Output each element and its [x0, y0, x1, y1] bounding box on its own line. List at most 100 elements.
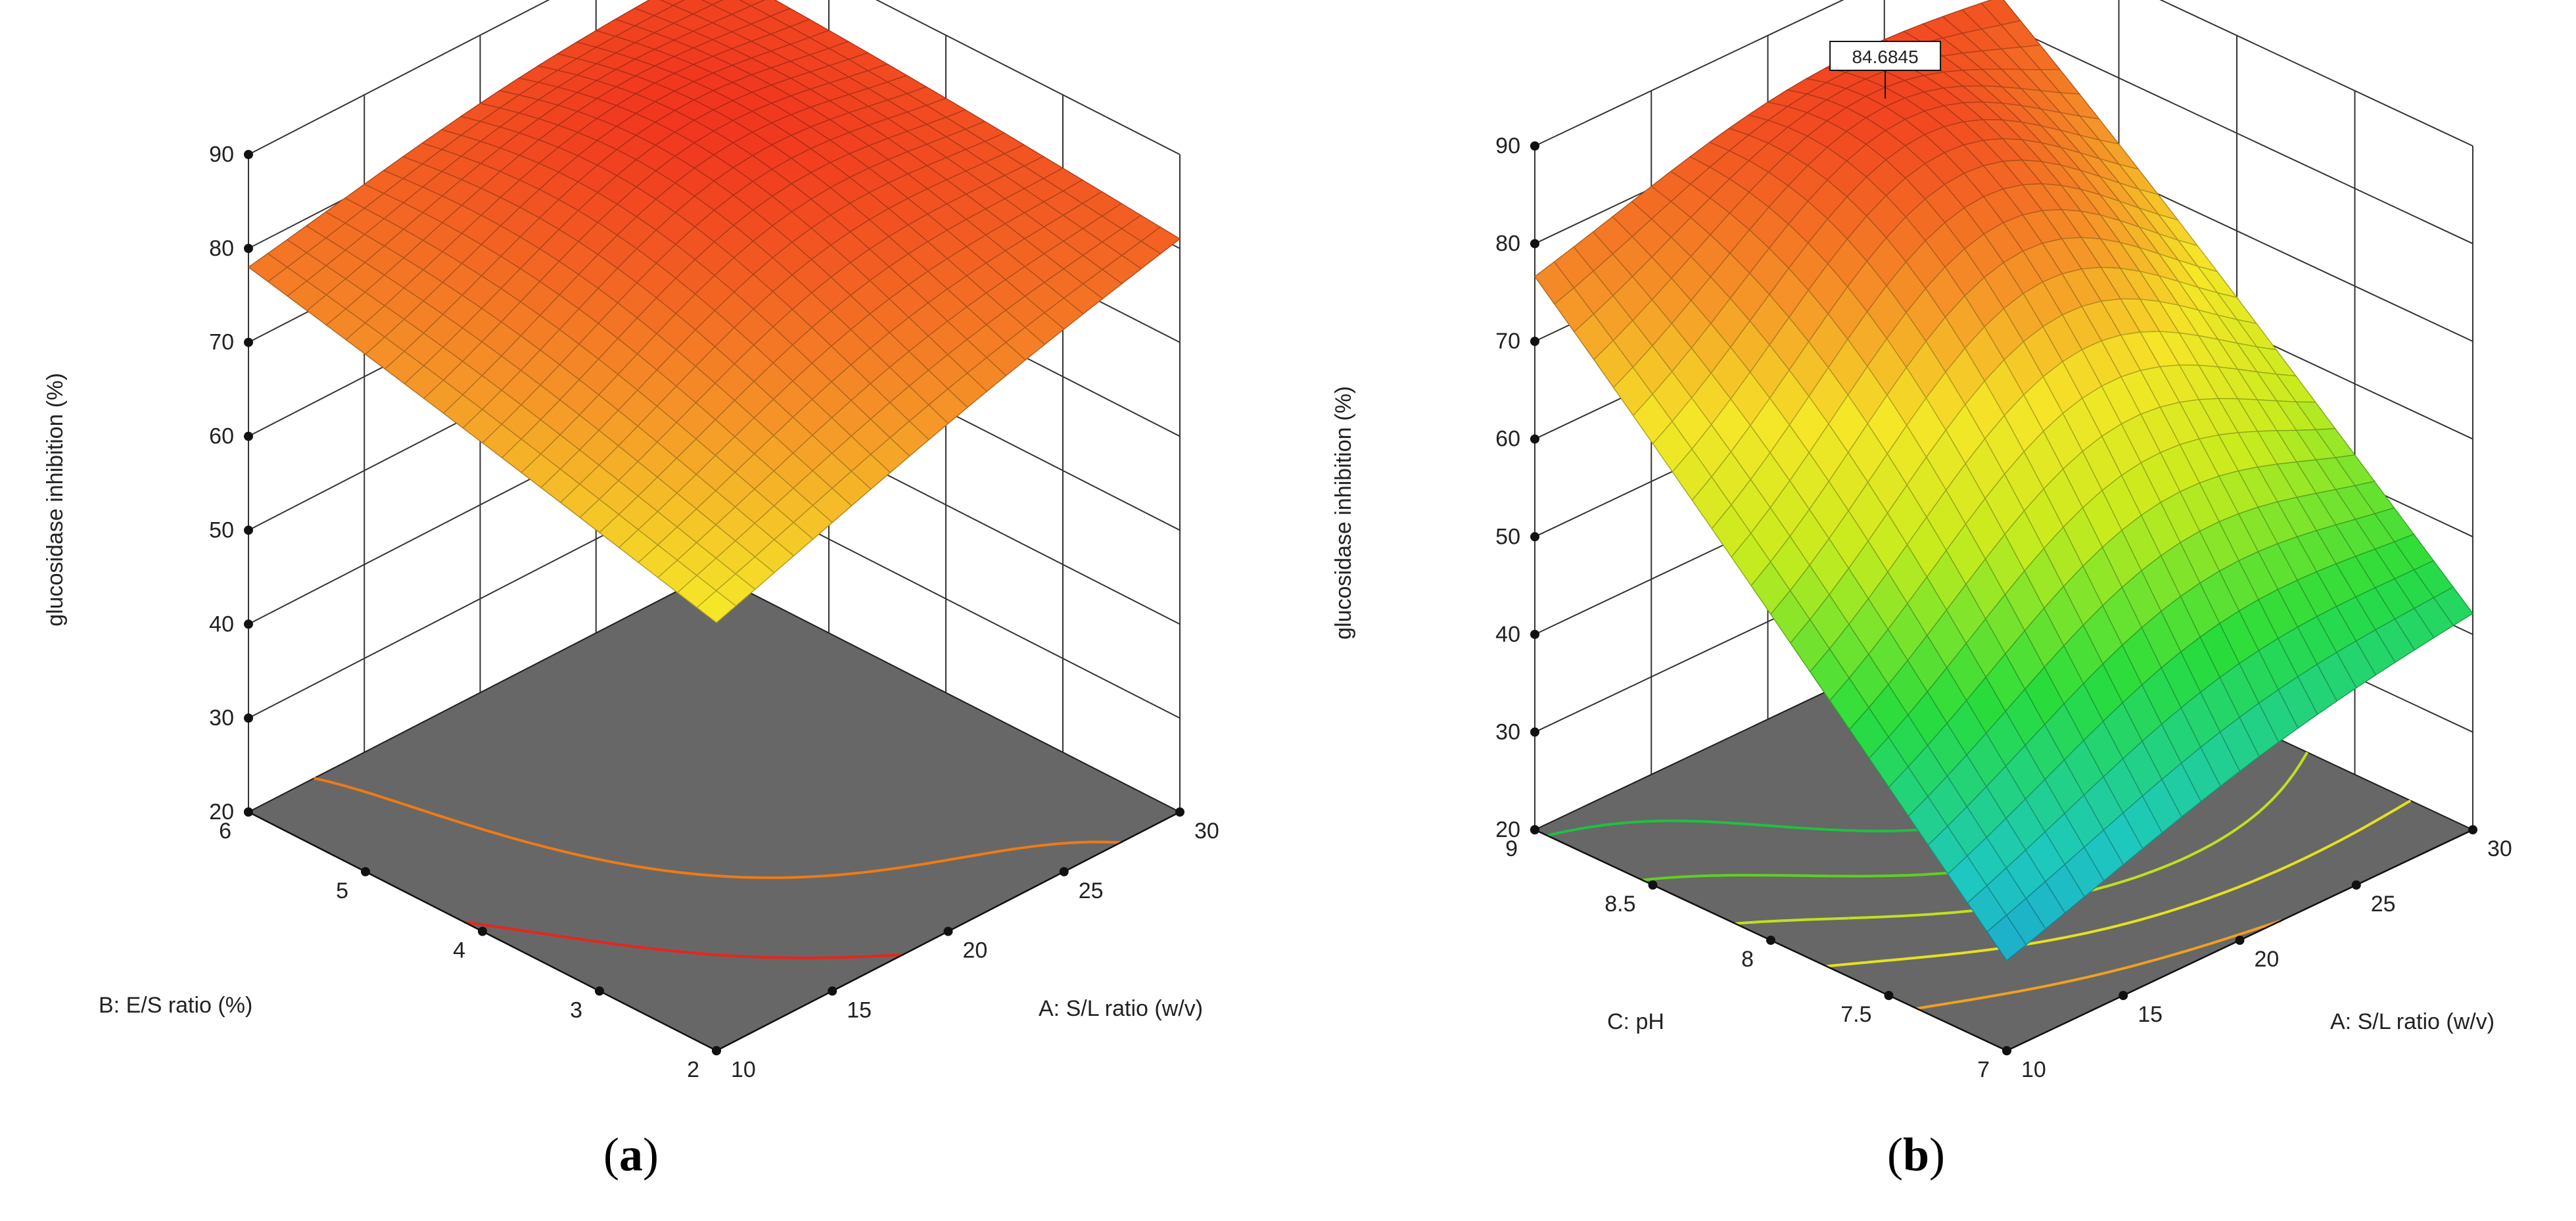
y-tick-label: 3 [570, 997, 582, 1022]
z-axis-label: glucosidase inhibition (%) [1331, 386, 1356, 640]
floor-plane [246, 572, 1182, 1052]
z-tick-label: 20 [209, 800, 234, 825]
y-tick-label: 7 [1977, 1057, 1990, 1082]
z-tick-mark [1530, 239, 1539, 249]
y-tick-label: 9 [1505, 836, 1518, 861]
x-tick-label: 20 [963, 938, 988, 963]
x-axis-label: A: S/L ratio (w/v) [2330, 1009, 2494, 1034]
x-tick-mark [2351, 880, 2361, 890]
y-tick-mark [595, 986, 604, 996]
x-tick-label: 10 [731, 1057, 756, 1082]
y-tick-label: 6 [219, 819, 231, 844]
z-tick-mark [1530, 141, 1539, 151]
panel-a-letter: (a) [603, 1128, 659, 1181]
z-tick-label: 90 [1495, 133, 1520, 158]
response-surface [1534, 0, 2474, 962]
x-axis-label: A: S/L ratio (w/v) [1039, 996, 1203, 1021]
y-tick-mark [712, 1046, 721, 1055]
z-tick-mark [1530, 532, 1539, 542]
z-tick-mark [1530, 629, 1539, 639]
y-tick-mark [361, 867, 370, 876]
z-tick-label: 40 [209, 611, 234, 636]
contour-line [1916, 919, 2282, 1010]
x-tick-mark [2119, 991, 2128, 1000]
z-tick-label: 30 [1495, 719, 1520, 744]
panel-a: 20 30 40 50 60 70 80 90 10 15 20 25 30 2 3 4 5 6 glucosida… [43, 0, 1219, 1082]
y-axis-label: C: pH [1607, 1009, 1664, 1034]
y-tick-label: 8.5 [1604, 892, 1635, 917]
y-tick-label: 8 [1741, 947, 1754, 972]
response-surface [247, 0, 1181, 623]
y-ticks: 2 3 4 5 6 [219, 807, 721, 1082]
y-tick-mark [1766, 936, 1775, 945]
y-tick-mark [1530, 825, 1539, 834]
x-tick-mark [1175, 807, 1184, 817]
z-tick-label: 50 [209, 517, 234, 542]
z-tick-label: 60 [1495, 427, 1520, 452]
z-tick-mark [244, 713, 253, 723]
x-tick-label: 10 [2021, 1057, 2046, 1082]
z-tick-mark [244, 337, 253, 347]
y-tick-mark [1648, 880, 1658, 890]
x-tick-mark [2468, 825, 2477, 834]
y-tick-mark [2002, 1046, 2011, 1055]
y-ticks: 7 7.5 8 8.5 9 [1505, 825, 2011, 1082]
z-tick-mark [244, 525, 253, 535]
panel-b: 20 30 40 50 60 70 80 90 10 15 20 25 30 7 7.5 8 8.5 9 gluco… [1331, 0, 2512, 1082]
z-ticks: 20 30 40 50 60 70 80 90 [1495, 133, 1539, 842]
z-tick-label: 80 [209, 236, 234, 261]
x-tick-label: 20 [2255, 947, 2280, 972]
x-ticks: 10 15 20 25 30 [2002, 825, 2512, 1082]
z-tick-mark [1530, 337, 1539, 347]
z-axis-label: glucosidase inhibition (%) [43, 373, 68, 627]
z-tick-label: 80 [1495, 231, 1520, 256]
x-tick-mark [943, 926, 953, 936]
z-tick-label: 60 [209, 424, 234, 449]
x-tick-label: 15 [847, 997, 872, 1022]
x-tick-mark [828, 986, 837, 996]
y-tick-label: 4 [453, 938, 465, 963]
x-tick-mark [2235, 936, 2245, 945]
z-ticks: 20 30 40 50 60 70 80 90 [209, 142, 253, 825]
surface-patch [1986, 914, 2027, 962]
z-tick-mark [244, 243, 253, 253]
y-tick-mark [478, 926, 487, 936]
wall-gridline [248, 0, 1181, 155]
z-tick-mark [244, 431, 253, 441]
x-tick-label: 25 [2371, 892, 2396, 917]
z-tick-mark [244, 150, 253, 159]
z-tick-label: 50 [1495, 524, 1520, 549]
x-tick-label: 30 [1194, 819, 1219, 844]
surface-patch [696, 590, 737, 623]
y-tick-mark [244, 807, 253, 817]
contour-line [464, 921, 904, 959]
x-tick-label: 15 [2138, 1002, 2163, 1027]
z-tick-label: 70 [1495, 329, 1520, 354]
peak-label: 84.6845 [1852, 47, 1918, 67]
wall-gridline [1534, 0, 2473, 147]
x-tick-label: 25 [1079, 878, 1104, 903]
peak-label-box [1829, 41, 1942, 71]
z-tick-mark [1530, 727, 1539, 737]
z-tick-mark [244, 619, 253, 629]
floor-contours [314, 777, 1121, 959]
z-tick-label: 70 [209, 330, 234, 355]
y-tick-label: 7.5 [1840, 1002, 1871, 1027]
y-tick-label: 2 [687, 1057, 699, 1082]
x-tick-label: 30 [2487, 836, 2512, 861]
panel-b-letter: (b) [1887, 1128, 1945, 1181]
contour-line [314, 777, 1121, 879]
z-tick-label: 90 [209, 142, 234, 167]
z-tick-label: 30 [209, 706, 234, 730]
x-tick-mark [1059, 867, 1069, 876]
surface-patch [659, 0, 686, 7]
z-tick-label: 20 [1495, 817, 1520, 842]
y-tick-mark [1884, 991, 1894, 1000]
z-tick-label: 40 [1495, 622, 1520, 647]
surface-patch [701, 0, 724, 6]
z-tick-mark [1530, 434, 1539, 444]
y-axis-label: B: E/S ratio (%) [99, 993, 252, 1018]
y-tick-label: 5 [336, 878, 348, 903]
